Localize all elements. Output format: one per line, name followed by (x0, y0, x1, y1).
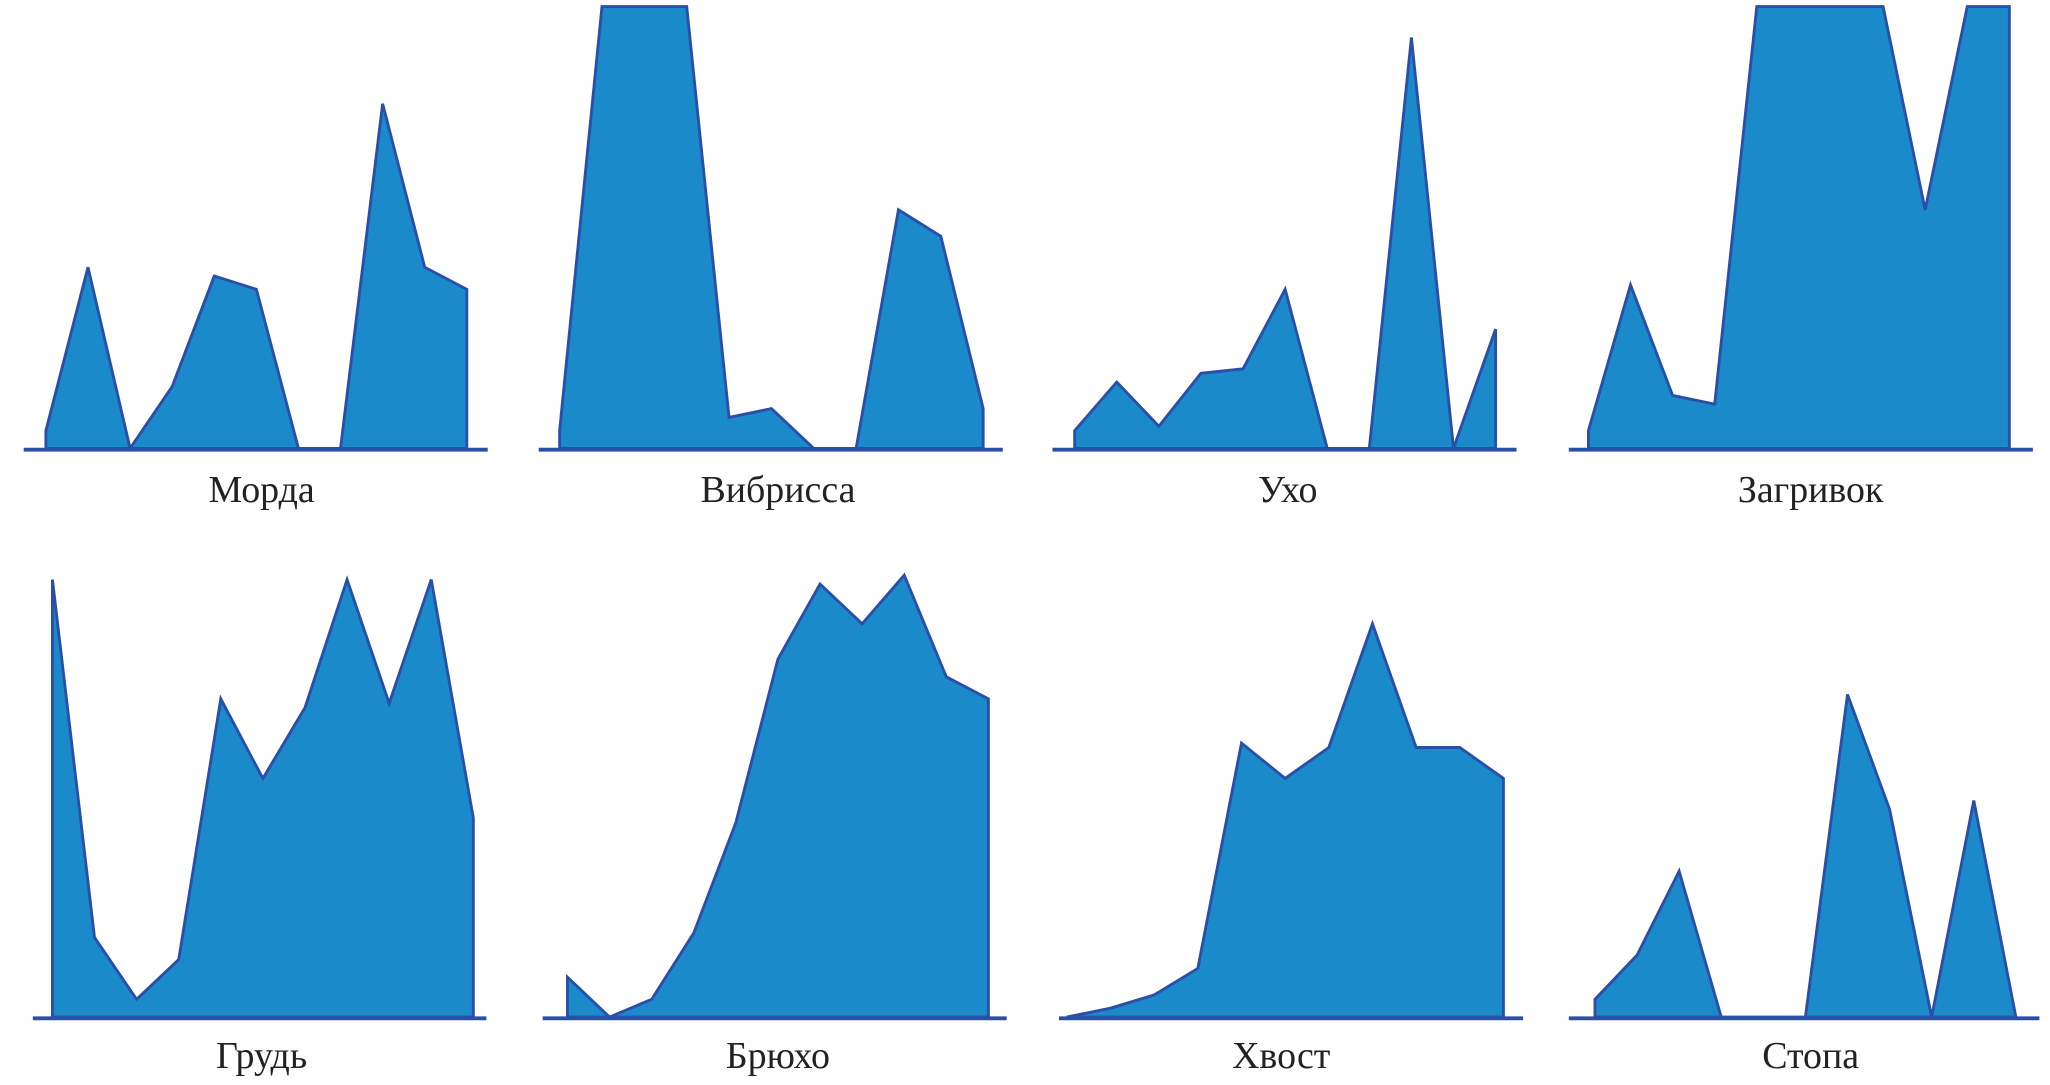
panel-label-2: Ухо (1258, 469, 1317, 511)
panel-label-5: Брюхо (726, 1035, 830, 1077)
area-series-3 (1586, 5, 2011, 450)
panel-label-3: Загривок (1738, 469, 1884, 511)
area-series-5 (566, 572, 990, 1019)
area-series-7 (1593, 693, 2018, 1019)
panel-label-7: Стопа (1762, 1035, 1859, 1077)
area-series-1 (558, 5, 985, 450)
panel-label-4: Грудь (216, 1035, 307, 1077)
area-series-0 (44, 103, 469, 452)
area-series-2 (1073, 37, 1498, 450)
area-series-6 (1066, 619, 1505, 1019)
panel-label-0: Морда (208, 469, 314, 511)
panel-label-6: Хвост (1232, 1035, 1330, 1077)
panel-label-1: Вибрисса (700, 469, 855, 511)
area-series-4 (50, 575, 475, 1019)
